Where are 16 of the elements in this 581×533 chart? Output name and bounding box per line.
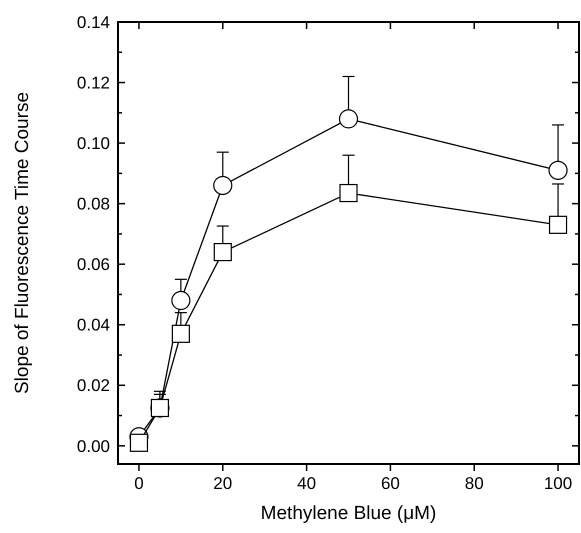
x-tick-label: 0 (134, 474, 144, 493)
x-tick-label: 40 (297, 474, 316, 493)
y-tick-label: 0.10 (76, 134, 110, 154)
y-tick-label: 0.08 (76, 194, 110, 214)
y-tick-label: 0.02 (76, 376, 110, 396)
x-tick-label: 20 (213, 474, 232, 493)
y-tick-label: 0.14 (76, 12, 110, 32)
x-tick-label: 60 (380, 474, 400, 493)
y-tick-label: 0.12 (76, 74, 110, 92)
y-axis-title: Slope of Fluorescence Time Course (12, 92, 33, 394)
x-tick-label: 80 (464, 474, 484, 493)
y-tick-label: 0.00 (76, 436, 110, 456)
x-axis-title: Methylene Blue (μM) (260, 503, 436, 524)
x-tick-label: 100 (544, 474, 572, 493)
y-tick-label: 0.06 (76, 255, 110, 274)
y-tick-label: 0.04 (76, 316, 110, 335)
